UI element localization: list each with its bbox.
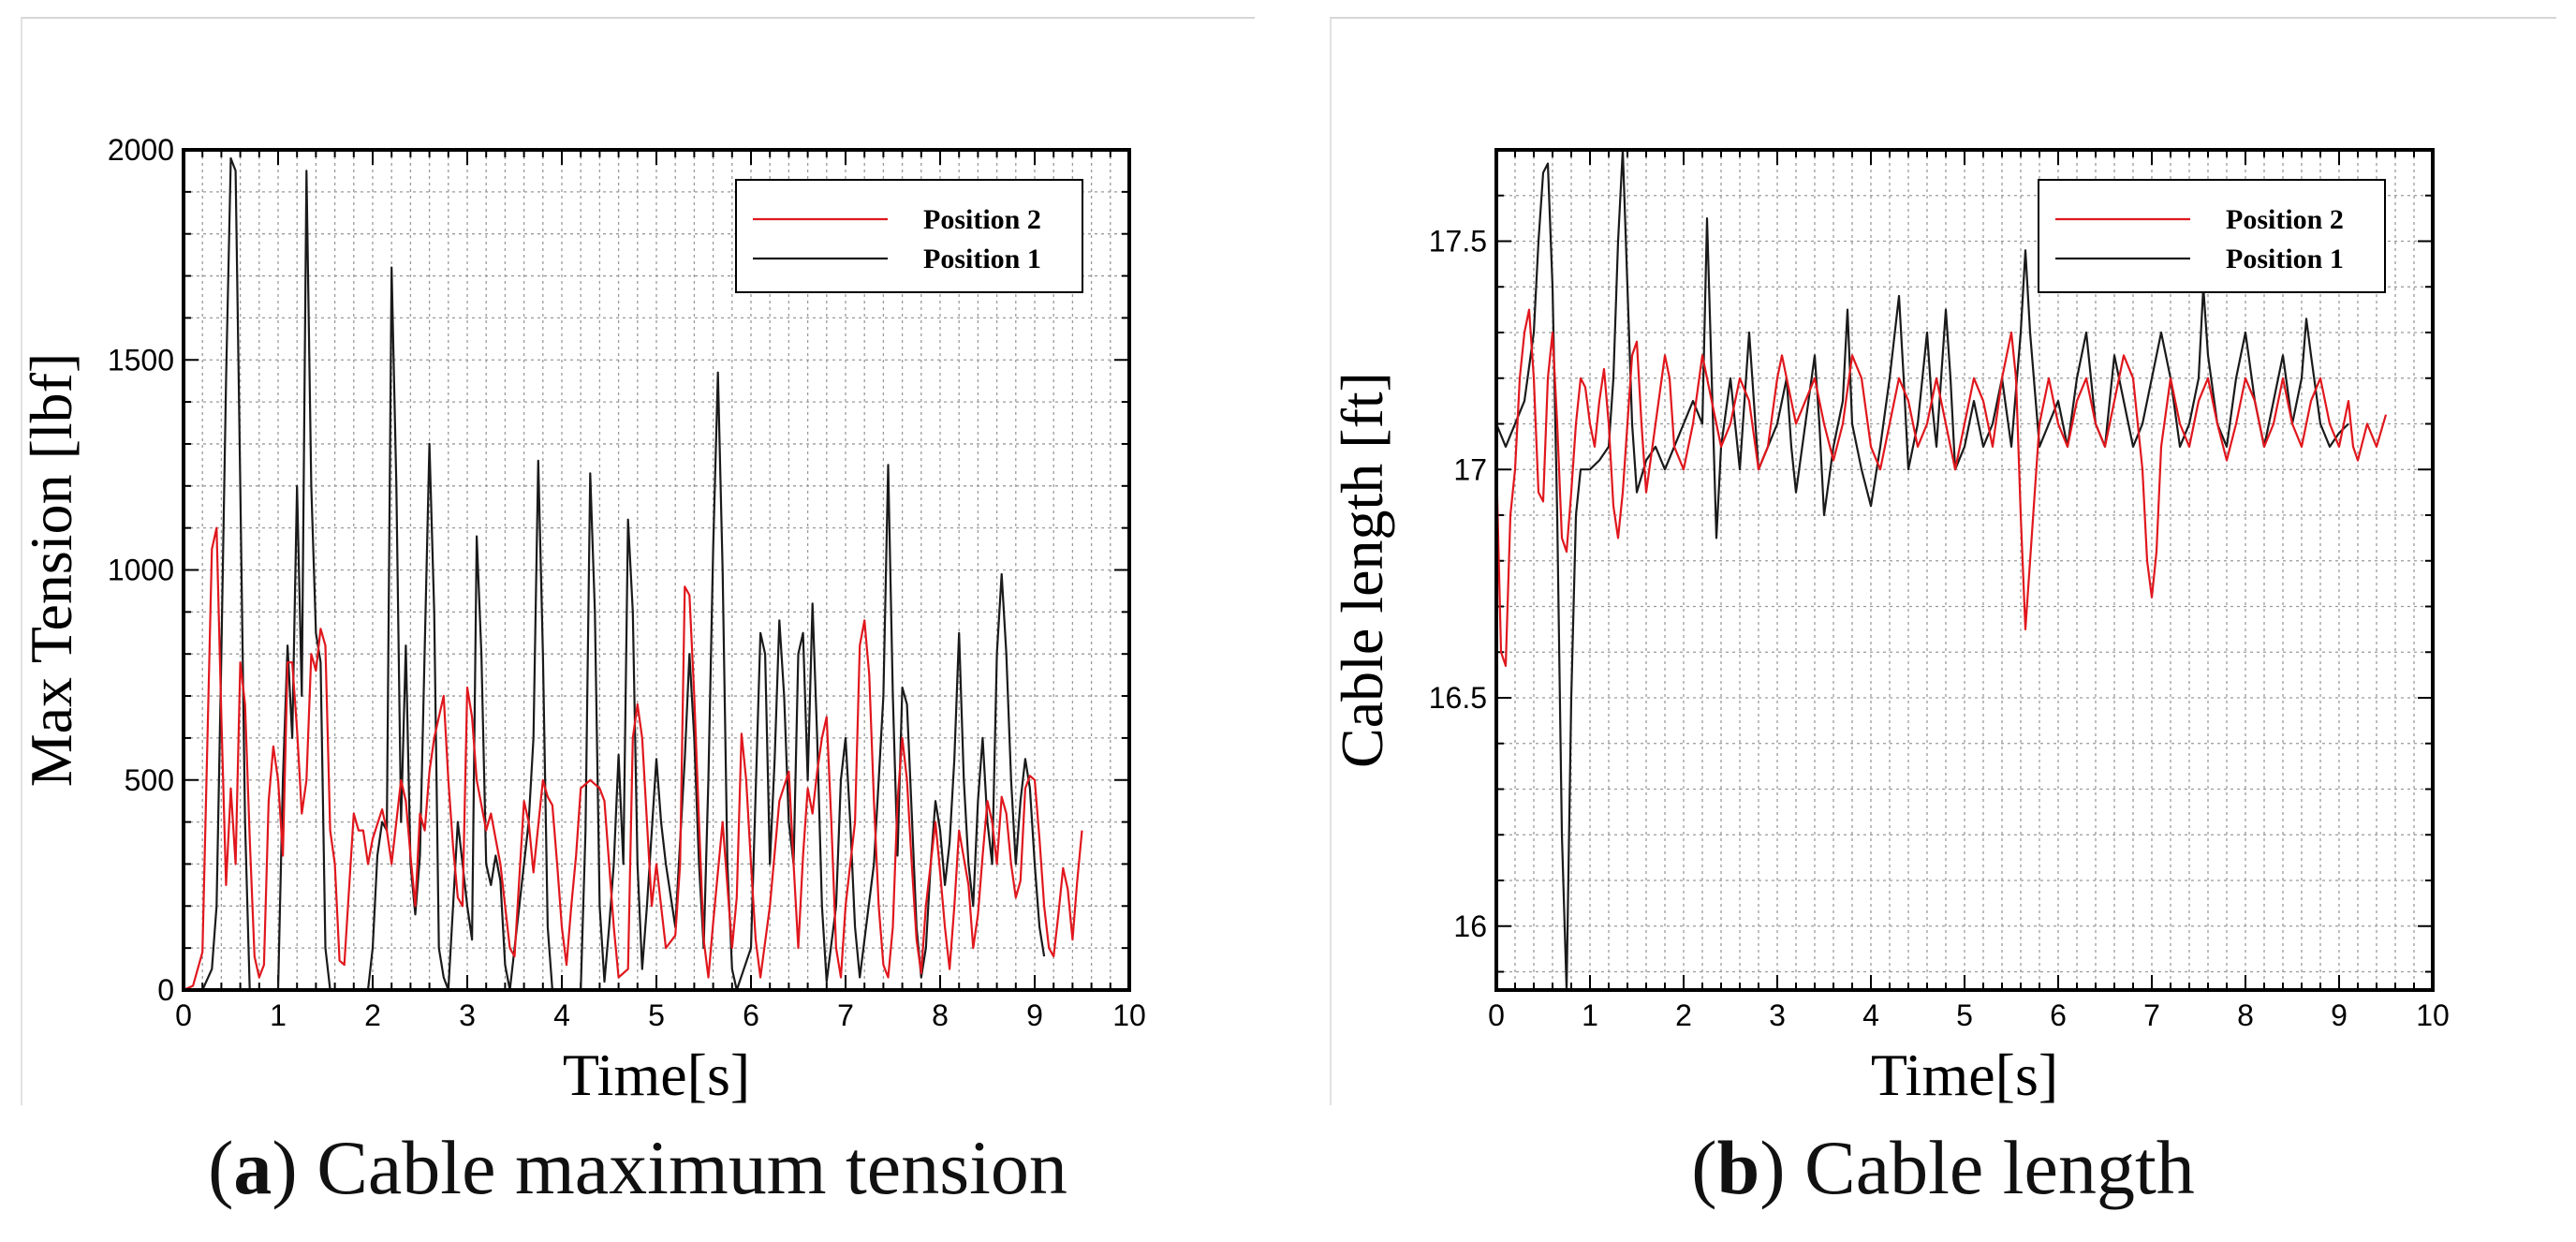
series-line-position-1: [1496, 150, 2349, 990]
x-tick-label: 0: [1488, 998, 1505, 1032]
x-tick-label: 4: [553, 998, 570, 1032]
caption-b-text: Cable length: [1804, 1125, 2195, 1210]
x-tick-label: 1: [270, 998, 287, 1032]
y-tick-label: 17: [1453, 452, 1487, 486]
plot-frame: [182, 148, 1131, 992]
y-tick-label: 500: [125, 763, 174, 797]
x-tick-label: 6: [2050, 998, 2067, 1032]
x-tick-label: 1: [1582, 998, 1598, 1032]
y-tick-label: 16: [1453, 909, 1487, 943]
tension-chart: 0 1 2 3 4 5 6 7 8 9 10 0 500 1000 1500 2000 Time[s] Max T…: [22, 133, 1146, 1107]
legend-label: Position 1: [923, 244, 1041, 274]
x-axis-label: Time[s]: [1871, 1042, 2058, 1107]
y-axis-label: Cable length [ft]: [1332, 372, 1395, 768]
x-tick-label: 10: [2416, 998, 2450, 1032]
x-axis-label: Time[s]: [563, 1042, 750, 1107]
length-chart: 0 1 2 3 4 5 6 7 8 9 10 16 16.5 17 17.5 Time[s] Cable len…: [1332, 148, 2450, 1107]
x-tick-label: 3: [459, 998, 476, 1032]
x-tick-label: 9: [1026, 998, 1043, 1032]
series-line-position-2: [1496, 308, 2388, 667]
x-tick-label: 8: [2237, 998, 2254, 1032]
y-tick-label: 2000: [108, 133, 174, 167]
legend-label: Position 2: [2226, 204, 2344, 235]
x-tick-label: 0: [175, 998, 192, 1032]
legend-label: Position 1: [2226, 244, 2344, 274]
legend: Position 2 Position 1: [2038, 179, 2386, 293]
caption-a-letter: a: [233, 1125, 272, 1210]
panel-b: 0 1 2 3 4 5 6 7 8 9 10 16 16.5 17 17.5 Time[s] Cable len…: [1330, 17, 2556, 1107]
caption-b-letter: b: [1716, 1125, 1760, 1210]
x-tick-label: 4: [1862, 998, 1879, 1032]
x-tick-label: 3: [1769, 998, 1786, 1032]
x-tick-label: 2: [364, 998, 381, 1032]
series-line-position-2: [184, 526, 1083, 990]
x-tick-label: 2: [1675, 998, 1692, 1032]
legend-box: [735, 179, 1083, 293]
series-group: [1496, 150, 2388, 990]
legend-label: Position 2: [923, 204, 1041, 235]
series-group: [184, 156, 1083, 990]
legend: Position 2 Position 1: [735, 179, 1083, 293]
x-tick-label: 7: [2143, 998, 2160, 1032]
caption-a-text: Cable maximum tension: [316, 1125, 1067, 1210]
x-tick-label: 5: [648, 998, 665, 1032]
y-tick-label: 17.5: [1429, 225, 1487, 259]
y-tick-label: 1000: [108, 554, 174, 587]
series-line-position-1: [184, 156, 1046, 990]
x-tick-label: 7: [837, 998, 854, 1032]
x-tick-label: 6: [743, 998, 759, 1032]
caption-b: (b) Cable length: [1691, 1125, 2195, 1210]
plot-frame: [1494, 148, 2435, 992]
x-tick-label: 9: [2331, 998, 2348, 1032]
x-tick-label: 5: [1956, 998, 1973, 1032]
y-axis-label: Max Tension [lbf]: [22, 353, 84, 788]
x-tick-label: 8: [932, 998, 949, 1032]
caption-a: (a) Cable maximum tension: [208, 1125, 1067, 1210]
panel-a: 0 1 2 3 4 5 6 7 8 9 10 0 500 1000 1500 2000 Time[s] Max T…: [21, 17, 1255, 1107]
legend-box: [2038, 179, 2386, 293]
y-tick-label: 16.5: [1429, 681, 1487, 715]
x-tick-label: 10: [1112, 998, 1146, 1032]
y-tick-label: 0: [157, 973, 174, 1007]
y-tick-label: 1500: [108, 343, 174, 377]
